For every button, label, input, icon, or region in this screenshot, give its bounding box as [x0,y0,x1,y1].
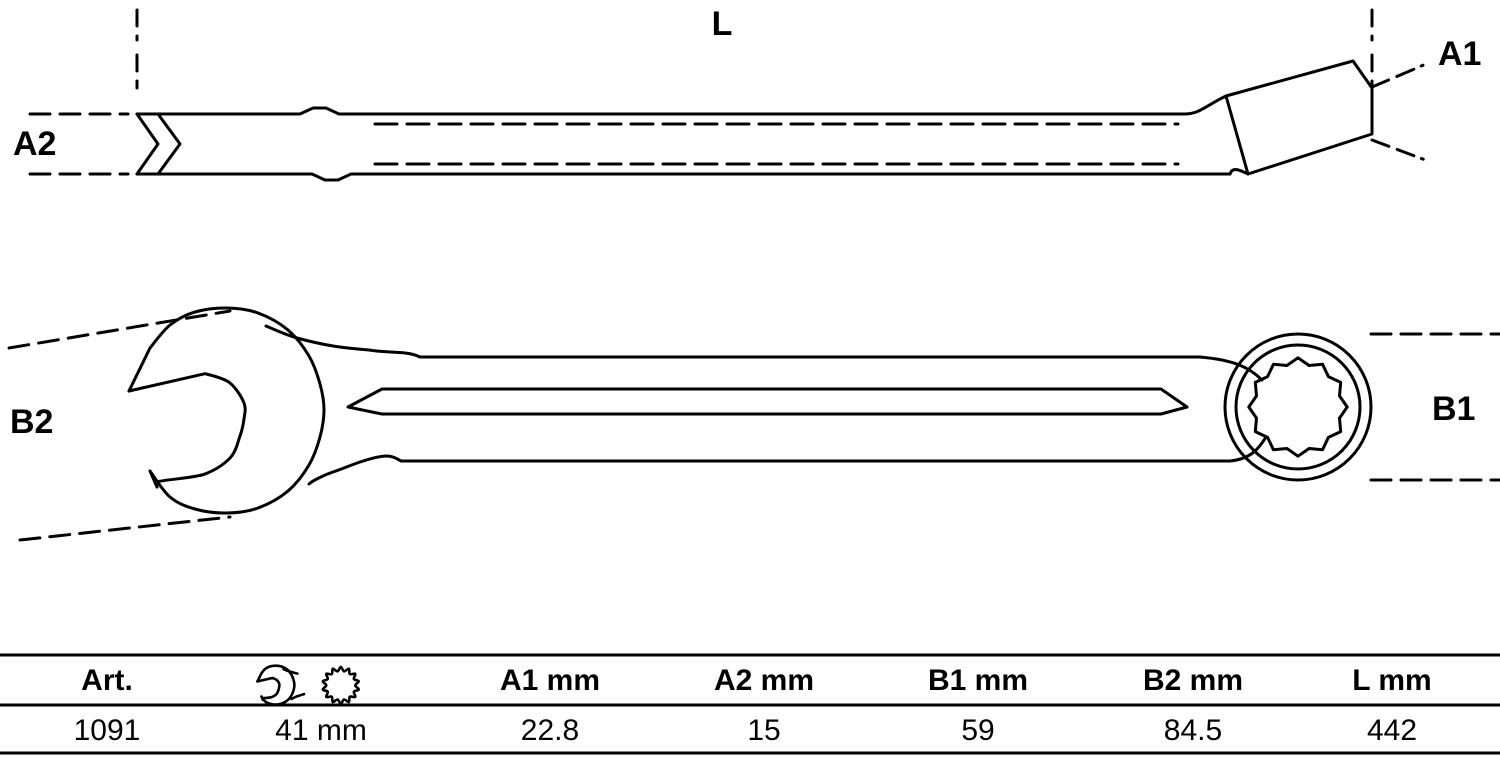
svg-text:A1 mm: A1 mm [500,664,600,697]
svg-text:15: 15 [747,714,780,747]
svg-text:22.8: 22.8 [521,714,579,747]
svg-text:B2: B2 [10,403,53,441]
svg-text:A1: A1 [1438,35,1481,73]
svg-text:442: 442 [1367,714,1417,747]
svg-text:41 mm: 41 mm [275,714,367,747]
svg-text:L mm: L mm [1352,664,1431,697]
svg-text:B1: B1 [1432,390,1475,428]
svg-text:A2: A2 [13,125,56,163]
svg-text:1091: 1091 [74,714,141,747]
svg-text:A2 mm: A2 mm [714,664,814,697]
svg-text:Art.: Art. [81,664,133,697]
svg-text:59: 59 [961,714,994,747]
svg-text:84.5: 84.5 [1164,714,1222,747]
svg-text:B1 mm: B1 mm [928,664,1028,697]
svg-text:L: L [712,5,733,43]
svg-text:B2 mm: B2 mm [1143,664,1243,697]
